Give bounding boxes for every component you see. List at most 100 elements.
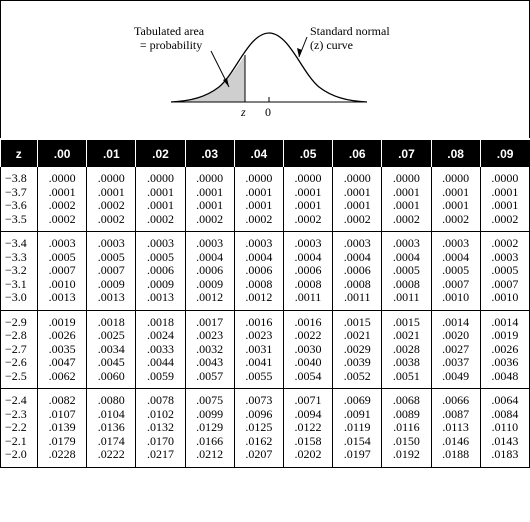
probability-value: .0066 [442, 393, 470, 407]
tabulated-area-shading [171, 55, 245, 102]
tabulated-area-label-line1: Tabulated area [134, 24, 205, 38]
probability-value: .0049 [442, 368, 470, 383]
standard-normal-label: Standard normal (z) curve [310, 24, 390, 52]
probability-value: .0010 [491, 290, 519, 304]
z-value: −3.0 [5, 290, 27, 304]
probability-value: .0014 [491, 314, 519, 329]
probability-value: .0091 [343, 406, 371, 421]
probability-cell: .0016.0022.0030.0040.0054 [282, 310, 333, 389]
probability-value: .0009 [97, 276, 125, 291]
z-value: −2.9 [5, 314, 27, 329]
probability-value: .0002 [48, 211, 76, 226]
probability-value: .0146 [442, 433, 470, 448]
curve-arrowhead [297, 48, 302, 57]
z-value: −3.6 [5, 198, 27, 212]
probability-value: .0078 [146, 393, 174, 407]
probability-value: .0001 [343, 184, 371, 199]
probability-value: .0001 [294, 184, 322, 199]
normal-curve-figure: Tabulated area = probability Standard no… [0, 0, 530, 138]
probability-cell: .0003.0005.0007.0009.0013 [86, 231, 136, 311]
probability-value: .0139 [48, 420, 76, 434]
probability-value: .0005 [97, 249, 125, 264]
probability-value: .0002 [196, 211, 224, 226]
probability-value: .0007 [48, 263, 76, 277]
probability-value: .0004 [343, 249, 371, 264]
probability-value: .0033 [146, 341, 174, 356]
probability-cell: .0014.0019.0026.0036.0048 [479, 310, 530, 389]
probability-value: .0018 [146, 314, 174, 329]
probability-value: .0001 [392, 184, 420, 199]
probability-value: .0051 [392, 368, 420, 383]
probability-value: .0002 [245, 211, 273, 226]
probability-cell: .0017.0023.0032.0043.0057 [184, 310, 235, 389]
probability-value: .0016 [294, 314, 322, 329]
probability-value: .0174 [97, 433, 125, 448]
probability-value: .0107 [48, 406, 76, 421]
probability-value: .0003 [491, 249, 519, 264]
probability-value: .0003 [146, 236, 174, 250]
probability-cell: .0003.0004.0006.0009.0012 [184, 231, 235, 311]
probability-value: .0048 [491, 368, 519, 383]
probability-value: .0000 [48, 171, 76, 185]
bell-curve [170, 32, 368, 103]
header-col-0: .00 [36, 140, 87, 167]
header-col-6: .06 [332, 140, 382, 167]
probability-value: .0011 [294, 290, 322, 304]
probability-cell: .0014.0020.0027.0037.0049 [430, 310, 481, 389]
table-block: −2.9 −2.8 −2.7 −2.6 −2.5.0019.0026.0035.0047… [0, 310, 530, 389]
probability-value: .0075 [196, 393, 224, 407]
probability-cell: .0000.0001.0002.0002 [36, 167, 87, 232]
probability-value: .0029 [343, 341, 371, 356]
probability-value: .0015 [343, 314, 371, 329]
probability-value: .0021 [392, 328, 420, 342]
probability-value: .0008 [392, 276, 420, 291]
probability-cell: .0082.0107.0139.0179.0228 [36, 388, 87, 468]
table-body: −3.8 −3.7 −3.6 −3.5.0000.0001.0002.0002.000… [0, 167, 530, 468]
header-col-7: .07 [381, 140, 431, 167]
probability-value: .0002 [491, 236, 519, 250]
probability-value: .0030 [294, 341, 322, 356]
probability-value: .0016 [245, 314, 273, 329]
probability-value: .0094 [294, 406, 322, 421]
normal-curve-graphic [170, 32, 368, 103]
probability-cell: .0003.0005.0007.0010.0013 [36, 231, 87, 311]
probability-value: .0003 [245, 236, 273, 250]
probability-value: .0002 [491, 211, 519, 226]
probability-value: .0212 [196, 447, 224, 461]
probability-cell: .0015.0021.0028.0038.0051 [381, 310, 431, 389]
tabulated-area-label-line2: = probability [139, 38, 203, 52]
probability-value: .0009 [196, 276, 224, 291]
probability-value: .0019 [491, 328, 519, 342]
z-value: −3.5 [5, 211, 27, 226]
probability-value: .0001 [294, 198, 322, 212]
probability-value: .0005 [48, 249, 76, 264]
probability-value: .0057 [196, 368, 224, 383]
probability-cell: .0003.0004.0006.0008.0011 [332, 231, 382, 311]
z-value: −2.1 [5, 433, 27, 448]
probability-value: .0055 [245, 368, 273, 383]
probability-value: .0014 [442, 314, 470, 329]
probability-value: .0060 [97, 368, 125, 383]
header-col-8: .08 [430, 140, 481, 167]
probability-cell: .0000.0001.0001.0002 [184, 167, 235, 232]
probability-value: .0047 [48, 355, 76, 369]
probability-value: .0013 [48, 290, 76, 304]
probability-value: .0062 [48, 368, 76, 383]
probability-cell: .0000.0001.0001.0002 [381, 167, 431, 232]
probability-cell: .0066.0087.0113.0146.0188 [430, 388, 481, 468]
probability-value: .0119 [343, 420, 371, 434]
probability-cell: .0064.0084.0110.0143.0183 [479, 388, 530, 468]
probability-cell: .0073.0096.0125.0162.0207 [233, 388, 284, 468]
header-col-1: .01 [86, 140, 136, 167]
probability-value: .0007 [442, 276, 470, 291]
probability-value: .0071 [294, 393, 322, 407]
probability-value: .0122 [294, 420, 322, 434]
probability-value: .0102 [146, 406, 174, 421]
z-value: −3.7 [5, 184, 27, 199]
probability-value: .0001 [196, 198, 224, 212]
probability-value: .0013 [97, 290, 125, 304]
probability-value: .0043 [196, 355, 224, 369]
zero-marker-label: 0 [265, 105, 271, 119]
probability-value: .0027 [442, 341, 470, 356]
z-value-cell: −3.4 −3.3 −3.2 −3.1 −3.0 [0, 231, 38, 311]
